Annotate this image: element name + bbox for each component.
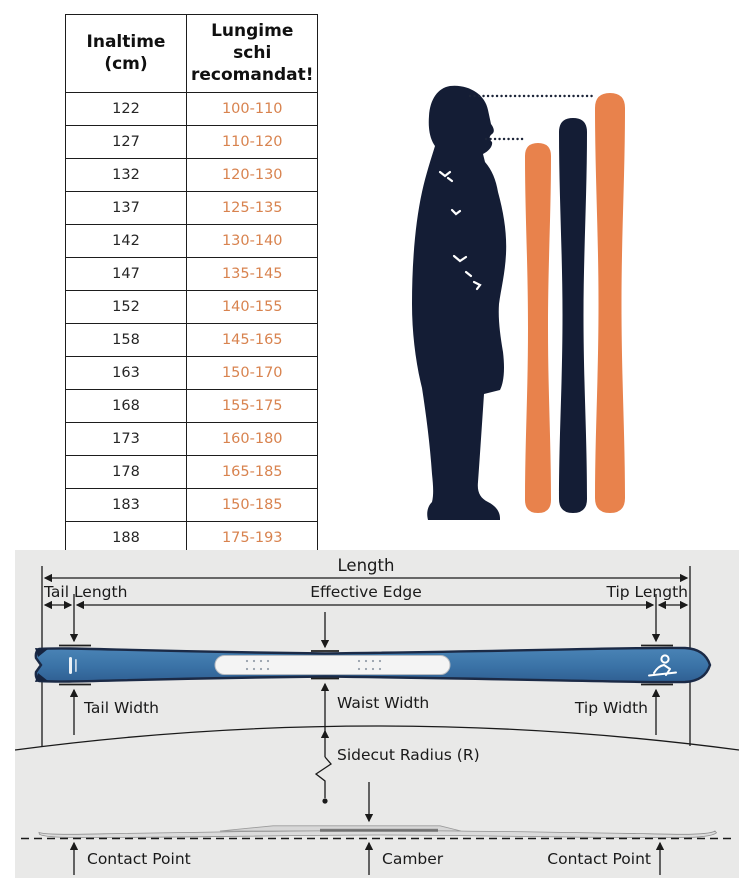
- ski-anatomy-diagram: Length Tail Length Effective Edge Tip Le…: [15, 556, 739, 875]
- ski-top-view: [34, 644, 712, 686]
- table-row: 132 120-130: [65, 158, 319, 193]
- height-cell: 147: [65, 257, 187, 292]
- ski-length-cell: 155-175: [185, 389, 319, 424]
- header-length-line2: recomandat!: [191, 64, 314, 85]
- header-row: Inaltime (cm) Lungime schi recomandat!: [65, 13, 319, 94]
- ski-tall-orange: [595, 93, 625, 513]
- height-cell: 132: [65, 158, 187, 193]
- ski-length-cell: 150-185: [185, 488, 319, 523]
- ski-length-cell: 125-135: [185, 191, 319, 226]
- height-cell: 188: [65, 521, 187, 556]
- table-header: Inaltime (cm) Lungime schi recomandat!: [65, 13, 319, 94]
- ski-length-cell: 160-180: [185, 422, 319, 457]
- ski-side-view: [38, 825, 718, 839]
- binding-plate: [214, 655, 451, 675]
- ski-side-print-mark: [320, 828, 438, 832]
- ski-length-cell: 135-145: [185, 257, 319, 292]
- waist-width-label: Waist Width: [337, 694, 429, 712]
- col-header-height: Inaltime (cm): [65, 13, 187, 94]
- height-cell: 158: [65, 323, 187, 358]
- table-row: 142 130-140: [65, 224, 319, 259]
- ski-length-cell: 110-120: [185, 125, 319, 160]
- tail-brand-mark-2: [75, 659, 77, 672]
- tip-width-label: Tip Width: [574, 699, 648, 717]
- table-row: 127 110-120: [65, 125, 319, 160]
- ski-length-cell: 120-130: [185, 158, 319, 193]
- header-height-line2: (cm): [104, 53, 148, 74]
- height-cell: 122: [65, 92, 187, 127]
- ski-length-cell: 150-170: [185, 356, 319, 391]
- length-label: Length: [338, 556, 395, 575]
- height-cell: 183: [65, 488, 187, 523]
- table-row: 188 175-193: [65, 521, 319, 556]
- table-body: 122 100-110 127 110-120 132 120-130 137 125-135…: [65, 92, 319, 556]
- ski-medium-navy: [559, 118, 587, 513]
- table-row: 163 150-170: [65, 356, 319, 391]
- table-row: 158 145-165: [65, 323, 319, 358]
- ski-anatomy-panel: Length Tail Length Effective Edge Tip Le…: [15, 550, 739, 878]
- jacket-snow-marks: [438, 170, 482, 291]
- tail-notch-top: [35, 648, 48, 657]
- table-row: 173 160-180: [65, 422, 319, 457]
- height-cell: 168: [65, 389, 187, 424]
- table-row: 178 165-185: [65, 455, 319, 490]
- table-row: 137 125-135: [65, 191, 319, 226]
- sidecut-radius-label: Sidecut Radius (R): [337, 746, 480, 764]
- skier-logo-icon: [648, 654, 677, 677]
- height-cell: 163: [65, 356, 187, 391]
- tail-length-label: Tail Length: [43, 583, 127, 601]
- tip-length-label: Tip Length: [605, 583, 688, 601]
- ski-length-cell: 175-193: [185, 521, 319, 556]
- height-cell: 178: [65, 455, 187, 490]
- ski-length-cell: 140-155: [185, 290, 319, 325]
- sidecut-arc: [15, 725, 739, 751]
- height-cell: 127: [65, 125, 187, 160]
- height-comparison-illustration: [412, 85, 625, 521]
- ski-length-cell: 100-110: [185, 92, 319, 127]
- table-row: 147 135-145: [65, 257, 319, 292]
- effective-edge-label: Effective Edge: [310, 583, 422, 601]
- ski-short-orange: [525, 143, 551, 513]
- ski-length-cell: 145-165: [185, 323, 319, 358]
- contact-point-right-label: Contact Point: [547, 850, 651, 868]
- sidecut-radius-callout: [314, 729, 332, 804]
- ski-length-cell: 130-140: [185, 224, 319, 259]
- tail-notch-bottom: [35, 673, 48, 682]
- ski-side-body: [38, 830, 718, 839]
- tail-brand-mark: [69, 657, 72, 674]
- width-ticks: [59, 644, 673, 686]
- camber-label: Camber: [382, 850, 444, 868]
- table-row: 183 150-185: [65, 488, 319, 523]
- table-row: 152 140-155: [65, 290, 319, 325]
- height-cell: 137: [65, 191, 187, 226]
- ski-size-table: Inaltime (cm) Lungime schi recomandat! 1…: [65, 13, 319, 556]
- contact-point-left-label: Contact Point: [87, 850, 191, 868]
- table-row: 122 100-110: [65, 92, 319, 127]
- height-cell: 142: [65, 224, 187, 259]
- tail-width-label: Tail Width: [83, 699, 159, 717]
- height-cell: 173: [65, 422, 187, 457]
- person-silhouette: [412, 85, 507, 521]
- col-header-ski-length: Lungime schi recomandat!: [185, 13, 319, 94]
- binding-marks: [245, 659, 382, 671]
- ski-length-cell: 165-185: [185, 455, 319, 490]
- table-row: 168 155-175: [65, 389, 319, 424]
- header-length-line1: Lungime schi: [211, 21, 294, 63]
- header-height-line1: Inaltime: [86, 31, 166, 52]
- height-cell: 152: [65, 290, 187, 325]
